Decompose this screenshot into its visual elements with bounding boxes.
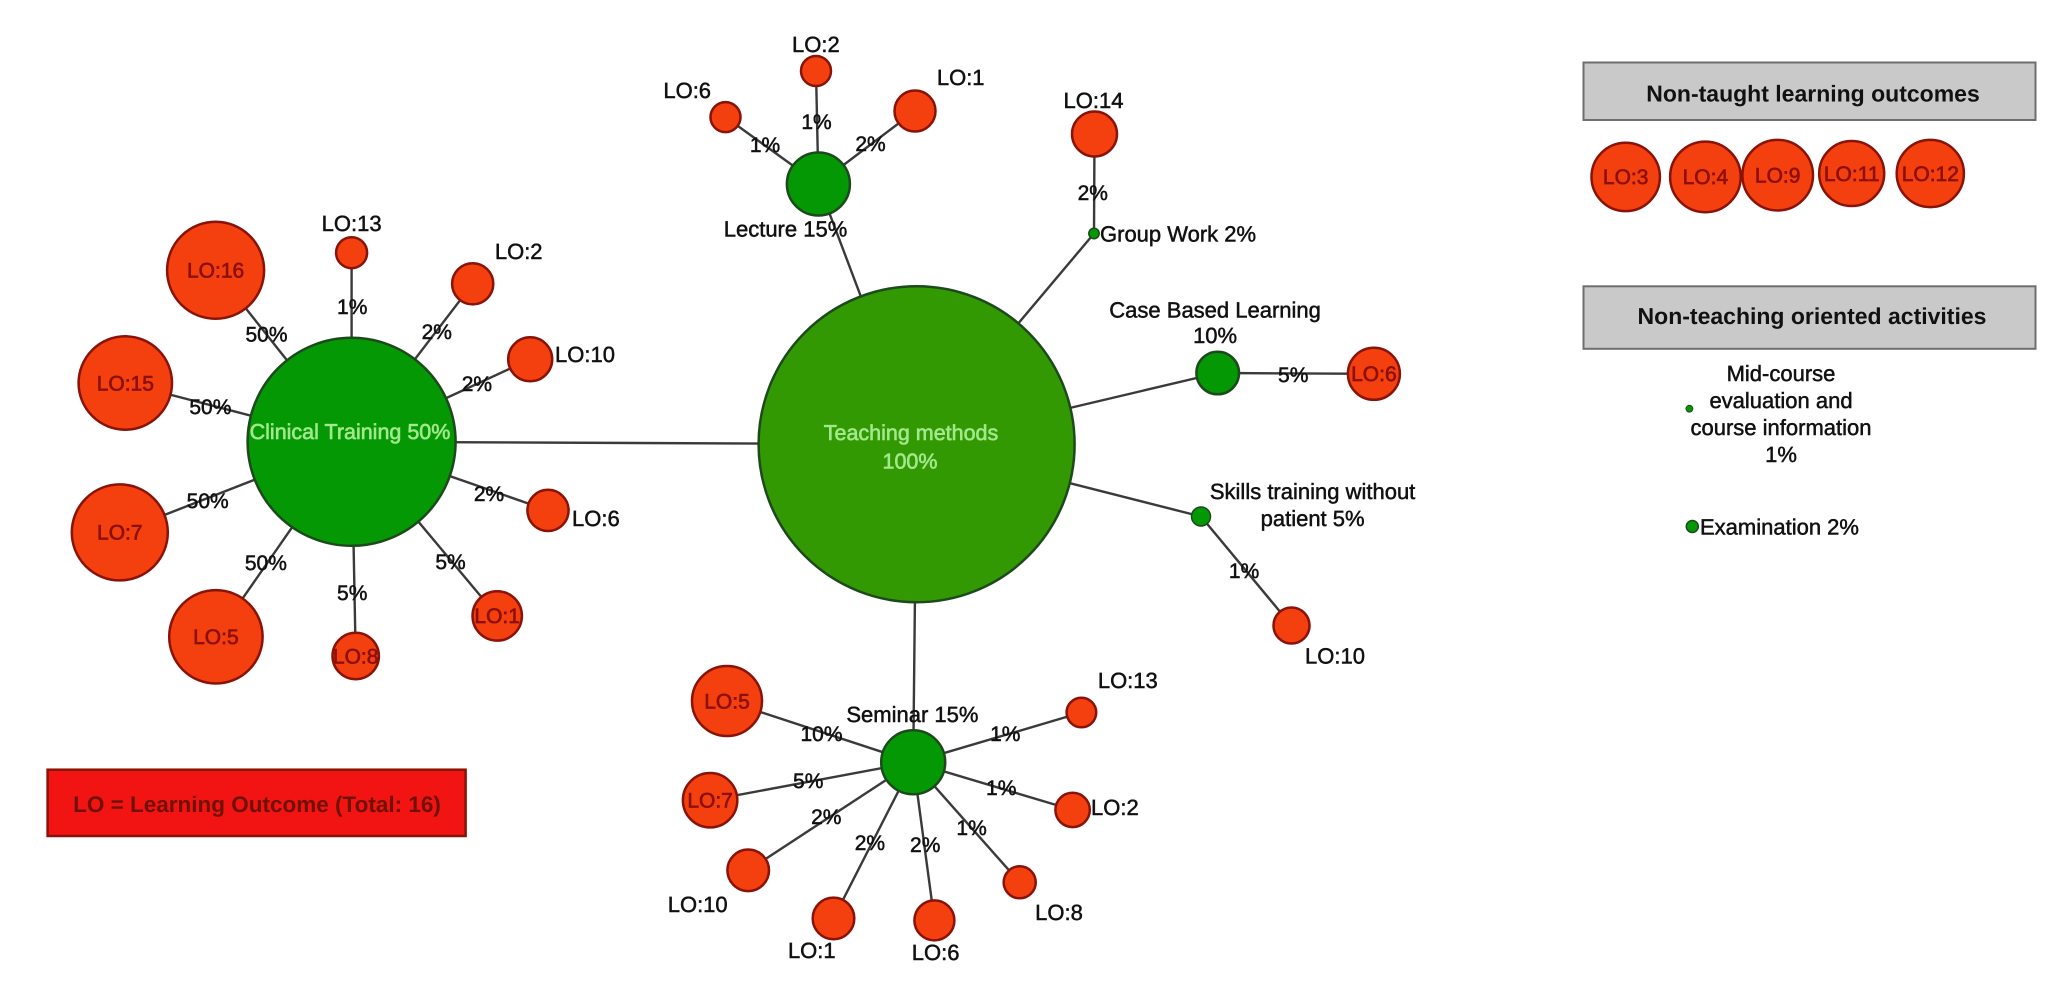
svg-text:LO:3: LO:3 xyxy=(1603,166,1649,189)
svg-text:LO:6: LO:6 xyxy=(663,78,711,103)
svg-text:LO:2: LO:2 xyxy=(495,239,543,264)
svg-text:1%: 1% xyxy=(956,817,986,840)
svg-text:2%: 2% xyxy=(855,133,885,156)
svg-text:LO:2: LO:2 xyxy=(1091,795,1139,820)
svg-text:Teaching methods: Teaching methods xyxy=(824,421,999,445)
svg-text:2%: 2% xyxy=(422,321,452,344)
svg-text:LO:11: LO:11 xyxy=(1824,163,1880,186)
svg-text:LO:16: LO:16 xyxy=(187,260,244,283)
svg-text:evaluation and: evaluation and xyxy=(1709,388,1852,413)
svg-text:LO:4: LO:4 xyxy=(1683,166,1729,189)
svg-text:1%: 1% xyxy=(801,111,831,134)
svg-text:LO:15: LO:15 xyxy=(97,372,154,395)
svg-text:Seminar 15%: Seminar 15% xyxy=(846,702,978,727)
svg-text:Lecture 15%: Lecture 15% xyxy=(724,217,848,242)
svg-text:Case Based Learning: Case Based Learning xyxy=(1109,298,1321,323)
svg-text:LO:14: LO:14 xyxy=(1064,88,1124,113)
svg-text:Examination 2%: Examination 2% xyxy=(1700,515,1859,540)
svg-text:10%: 10% xyxy=(1193,323,1237,348)
svg-text:5%: 5% xyxy=(1278,364,1308,387)
svg-text:patient 5%: patient 5% xyxy=(1261,506,1365,531)
svg-text:LO:13: LO:13 xyxy=(322,211,382,236)
svg-text:100%: 100% xyxy=(883,450,938,474)
svg-text:course information: course information xyxy=(1691,415,1872,440)
svg-text:LO:1: LO:1 xyxy=(474,605,520,628)
svg-text:LO:8: LO:8 xyxy=(1035,900,1083,925)
svg-text:50%: 50% xyxy=(189,396,231,419)
svg-text:Group Work 2%: Group Work 2% xyxy=(1100,222,1256,247)
svg-text:LO:6: LO:6 xyxy=(572,506,620,531)
svg-text:LO:5: LO:5 xyxy=(704,690,750,713)
svg-text:5%: 5% xyxy=(435,551,465,574)
svg-text:LO:10: LO:10 xyxy=(1305,644,1365,669)
svg-text:LO:6: LO:6 xyxy=(912,940,960,965)
svg-text:2%: 2% xyxy=(1078,182,1108,205)
svg-text:LO:10: LO:10 xyxy=(555,342,615,367)
svg-text:Mid-course: Mid-course xyxy=(1727,361,1836,386)
svg-text:LO:12: LO:12 xyxy=(1902,163,1959,186)
svg-text:1%: 1% xyxy=(1765,442,1797,467)
svg-text:50%: 50% xyxy=(245,552,287,575)
svg-text:1%: 1% xyxy=(1229,560,1259,583)
svg-text:LO:9: LO:9 xyxy=(1755,165,1801,188)
svg-text:LO = Learning Outcome (Total:: LO = Learning Outcome (Total: 16) xyxy=(73,792,441,817)
svg-text:50%: 50% xyxy=(187,490,229,513)
svg-text:Non-taught learning outcomes: Non-taught learning outcomes xyxy=(1646,81,1980,107)
svg-text:LO:8: LO:8 xyxy=(333,645,379,668)
svg-text:Skills training without: Skills training without xyxy=(1210,479,1415,504)
svg-text:1%: 1% xyxy=(986,777,1016,800)
svg-text:2%: 2% xyxy=(910,834,940,857)
svg-text:2%: 2% xyxy=(811,806,841,829)
svg-text:Clinical Training 50%: Clinical Training 50% xyxy=(250,420,451,444)
svg-text:LO:10: LO:10 xyxy=(668,892,728,917)
svg-text:2%: 2% xyxy=(474,483,504,506)
svg-text:5%: 5% xyxy=(793,770,823,793)
svg-text:LO:2: LO:2 xyxy=(792,32,840,57)
svg-text:LO:7: LO:7 xyxy=(687,790,733,813)
svg-text:LO:5: LO:5 xyxy=(193,626,239,649)
svg-text:5%: 5% xyxy=(337,582,367,605)
svg-text:10%: 10% xyxy=(800,723,842,746)
svg-text:2%: 2% xyxy=(855,832,885,855)
svg-text:LO:1: LO:1 xyxy=(937,65,985,90)
svg-text:1%: 1% xyxy=(750,134,780,157)
svg-text:LO:1: LO:1 xyxy=(788,938,836,963)
svg-text:1%: 1% xyxy=(990,723,1020,746)
svg-text:2%: 2% xyxy=(462,373,492,396)
svg-text:50%: 50% xyxy=(245,324,287,347)
svg-text:LO:13: LO:13 xyxy=(1098,668,1158,693)
svg-text:LO:6: LO:6 xyxy=(1351,363,1397,386)
svg-text:LO:7: LO:7 xyxy=(97,522,143,545)
svg-text:1%: 1% xyxy=(337,296,367,319)
svg-text:Non-teaching oriented activiti: Non-teaching oriented activities xyxy=(1638,303,1987,329)
